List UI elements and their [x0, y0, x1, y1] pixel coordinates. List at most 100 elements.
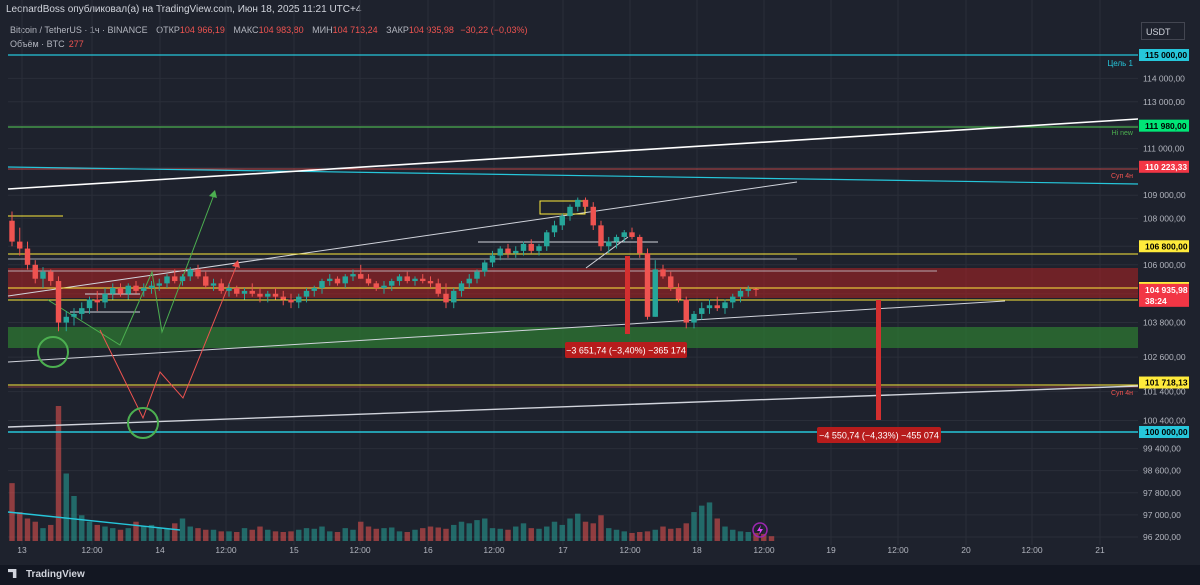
candle-body-48 — [381, 285, 387, 288]
time-tick-9: 12:00 — [619, 545, 641, 555]
measure-box-1 — [565, 342, 687, 358]
volume-bar-74 — [582, 521, 589, 541]
volume-bar-14 — [117, 529, 124, 541]
candle-body-47 — [373, 283, 379, 288]
time-axis[interactable]: 13 12:00 14 12:00 15 12:00 16 12:00 17 12:00 18 12:… — [17, 545, 1105, 555]
volume-bar-20 — [164, 528, 170, 541]
candle-body-91 — [714, 305, 720, 309]
volume-bar-12 — [102, 526, 108, 541]
candle-body-81 — [637, 236, 643, 254]
time-tick-12: 19 — [826, 545, 836, 555]
volume-bar-19 — [156, 528, 162, 541]
tradingview-logo[interactable]: TradingView — [8, 569, 85, 580]
volume-bar-57 — [451, 524, 457, 541]
price-tick-19: 114 000,00 — [1143, 73, 1185, 83]
volume-bar-87 — [683, 523, 689, 541]
symbol-name[interactable]: Bitcoin / TetherUS · 1ч · BINANCE — [10, 25, 148, 35]
time-tick-13: 12:00 — [887, 545, 909, 555]
candle-body-38 — [303, 290, 310, 297]
candle-body-40 — [319, 281, 325, 288]
time-tick-6: 16 — [423, 545, 433, 555]
volume-bar-82 — [644, 531, 651, 541]
volume-bar-92 — [722, 526, 728, 541]
zones — [8, 268, 1138, 348]
candle-body-55 — [435, 283, 441, 294]
volume-bar-62 — [489, 528, 496, 541]
candle-body-2 — [24, 248, 31, 265]
time-tick-1: 12:00 — [81, 545, 103, 555]
candle-body-16 — [133, 285, 139, 291]
candle-body-19 — [156, 283, 162, 286]
volume-bar-45 — [358, 521, 364, 541]
volume-bar-4 — [40, 528, 46, 541]
volume-bar-91 — [714, 518, 720, 541]
volume-bar-73 — [575, 513, 581, 541]
red-arrow-head — [232, 260, 240, 268]
open-value: 104 966,19 — [179, 25, 225, 35]
volume-legend: Объём · BTC 277 — [10, 39, 84, 49]
candle-body-11 — [94, 299, 100, 303]
cyan-trendline-upper — [7, 166, 1139, 185]
candle-body-78 — [613, 236, 620, 242]
tradingview-logo-icon — [8, 569, 17, 578]
line-labels: Цель 1 Hi new Суп 4н Суп 4н — [1107, 59, 1134, 397]
volume-bar-38 — [303, 528, 310, 541]
volume-bar-69 — [544, 526, 550, 541]
price-tick-2: 97 800,00 — [1143, 488, 1181, 498]
price-tick-14: 109 000,00 — [1143, 190, 1186, 200]
candle-body-7 — [63, 316, 69, 323]
price-badge-8 — [1139, 426, 1189, 438]
volume-bar-15 — [125, 528, 131, 541]
price-badge-5 — [1139, 283, 1189, 296]
red-path-projection — [99, 261, 239, 420]
candle-body-25 — [203, 276, 209, 286]
price-badges: 115 000,00 111 980,00 110 223,33 106 800,00… — [1139, 49, 1189, 438]
green-path-projection — [47, 191, 216, 346]
volume-bar-98 — [768, 536, 775, 541]
time-tick-15: 12:00 — [1021, 545, 1043, 555]
time-tick-10: 18 — [692, 545, 702, 555]
volume-bar-24 — [195, 528, 201, 541]
currency-button[interactable]: USDT — [1141, 22, 1185, 40]
volume-bar-51 — [404, 532, 410, 541]
candle-body-65 — [513, 250, 519, 254]
volume-bar-40 — [319, 526, 325, 541]
volume-bar-75 — [590, 523, 596, 541]
candle-body-21 — [172, 276, 178, 282]
volume-bar-28 — [226, 531, 232, 541]
price-tick-0: 96 200,00 — [1143, 532, 1181, 542]
candle-body-93 — [730, 296, 736, 303]
candle-body-6 — [55, 281, 62, 323]
white-channel-lower — [7, 300, 1006, 363]
price-chart[interactable]: −3 651,74 (−3,40%) −365 174 −4 550,74 (−… — [0, 0, 1200, 565]
volume-bar-23 — [187, 526, 193, 541]
volume-bar-49 — [389, 527, 395, 541]
volume-bar-67 — [528, 528, 534, 541]
volume-bar-33 — [265, 529, 271, 541]
measure-text-2: −4 550,74 (−4,33%) −455 074 — [819, 431, 939, 441]
volume-bar-47 — [373, 528, 379, 541]
candle-body-53 — [420, 278, 426, 282]
volume-bar-66 — [520, 523, 527, 541]
candle-body-3 — [32, 264, 38, 279]
time-tick-8: 17 — [558, 545, 568, 555]
volume-bar-26 — [210, 529, 217, 541]
candle-body-62 — [489, 255, 496, 263]
volume-bar-48 — [381, 528, 387, 541]
volume-bar-11 — [94, 524, 100, 541]
price-badge-2 — [1139, 160, 1189, 173]
price-scale[interactable] — [1138, 0, 1200, 545]
volume-label[interactable]: Объём · BTC — [10, 39, 65, 49]
candle-body-26 — [210, 283, 217, 286]
volume-bar-72 — [567, 518, 573, 541]
lightning-icon[interactable] — [752, 522, 768, 538]
open-label: ОТКР — [156, 25, 180, 35]
candle-body-77 — [606, 241, 612, 247]
candle-body-29 — [234, 288, 240, 294]
candle-body-70 — [551, 225, 558, 233]
candle-body-44 — [350, 274, 356, 277]
price-tick-3: 98 600,00 — [1143, 466, 1181, 476]
candle-body-41 — [327, 278, 333, 282]
candle-body-94 — [737, 290, 744, 297]
volume-bar-39 — [311, 528, 317, 541]
